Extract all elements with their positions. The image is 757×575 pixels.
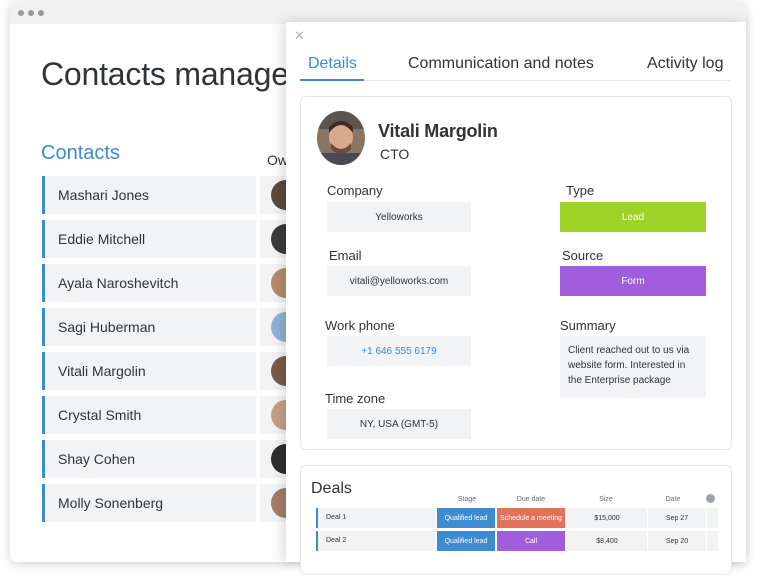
work-phone-label: Work phone [325,318,395,333]
avatar[interactable] [317,111,365,165]
column-header-due-date[interactable]: Due date [516,496,546,503]
cell-divider [706,531,707,551]
contact-row[interactable]: Vitali Margolin [42,352,256,390]
contact-row[interactable]: Shay Cohen [42,440,256,478]
close-icon[interactable]: ✕ [294,28,305,43]
work-phone-field[interactable]: +1 646 555 6179 [327,336,471,366]
cell-divider [435,531,436,551]
cell-divider [566,531,567,551]
cell-divider [496,531,497,551]
contact-row-name: Crystal Smith [58,407,142,423]
page-title: Contacts manager [41,56,300,92]
contact-name: Vitali Margolin [378,121,498,141]
contact-row[interactable]: Mashari Jones [42,176,256,214]
contact-row-name: Molly Sonenberg [58,495,164,511]
column-header-date[interactable]: Date [665,496,681,503]
contact-row-name: Sagi Huberman [58,319,156,335]
time-zone-field[interactable]: NY, USA (GMT-5) [327,409,471,439]
settings-icon[interactable] [706,494,715,503]
type-status-tag[interactable]: Lead [560,202,706,232]
title-bar [10,2,746,24]
contact-role: CTO [380,146,410,162]
cell-divider [496,508,497,528]
window-dot-icon[interactable] [28,10,34,16]
contact-row[interactable]: Crystal Smith [42,396,256,434]
deal-date[interactable]: Sep 27 [665,514,689,522]
cell-divider [647,508,648,528]
deal-row[interactable]: Deal 2 Qualified lead Call $8,400 Sep 20 [316,531,718,551]
company-field[interactable]: Yelloworks [327,202,471,232]
contact-row[interactable]: Molly Sonenberg [42,484,256,522]
deal-date[interactable]: Sep 20 [665,537,689,545]
email-label: Email [329,248,362,263]
contact-row[interactable]: Eddie Mitchell [42,220,256,258]
deals-title: Deals [311,480,352,497]
contact-row[interactable]: Sagi Huberman [42,308,256,346]
deal-name: Deal 2 [326,537,347,544]
tab-details[interactable]: Details [308,55,357,72]
contact-row-name: Mashari Jones [58,187,150,203]
contact-row-name: Eddie Mitchell [58,231,146,247]
summary-field[interactable]: Client reached out to us via website for… [560,336,706,398]
email-field[interactable]: vitali@yelloworks.com [327,266,471,296]
tab-divider [300,80,730,81]
tab-activity-log[interactable]: Activity log [647,55,724,72]
contact-row-name: Vitali Margolin [58,363,146,379]
active-tab-indicator [300,79,364,81]
tab-communication-and-notes[interactable]: Communication and notes [408,55,594,72]
deals-card: Deals Stage Due date Size Date Deal 1 Qua… [300,465,732,575]
deal-stage-tag[interactable]: Qualified lead [437,508,495,528]
cell-divider [706,508,707,528]
contact-row[interactable]: Ayala Naroshevitch [42,264,256,302]
column-header-size[interactable]: Size [599,496,613,503]
time-zone-label: Time zone [325,391,386,406]
deal-size[interactable]: $15,000 [594,514,620,522]
contact-detail-panel: ✕ Details Communication and notes Activi… [286,22,746,575]
column-header-stage[interactable]: Stage [457,496,477,503]
type-label: Type [566,183,595,198]
contact-row-name: Shay Cohen [58,451,136,467]
cell-divider [435,508,436,528]
deal-row[interactable]: Deal 1 Qualified lead Schedule a meeting $1… [316,508,718,528]
details-card: Vitali Margolin CTO Company Yelloworks T… [300,96,732,450]
deal-due-tag[interactable]: Schedule a meeting [497,508,565,528]
owner-column-header: Ow [267,152,288,168]
deal-due-tag[interactable]: Call [497,531,565,551]
contact-row-name: Ayala Naroshevitch [58,275,179,291]
person-photo-icon [317,111,365,165]
summary-label: Summary [560,318,616,333]
contacts-heading: Contacts [41,142,120,164]
window-dot-icon[interactable] [18,10,24,16]
deal-name: Deal 1 [326,514,347,521]
cell-divider [647,531,648,551]
window-dot-icon[interactable] [38,10,44,16]
company-label: Company [327,183,383,198]
source-status-tag[interactable]: Form [560,266,706,296]
deal-size[interactable]: $8,400 [596,537,618,545]
cell-divider [566,508,567,528]
source-label: Source [562,248,604,263]
deal-stage-tag[interactable]: Qualified lead [437,531,495,551]
